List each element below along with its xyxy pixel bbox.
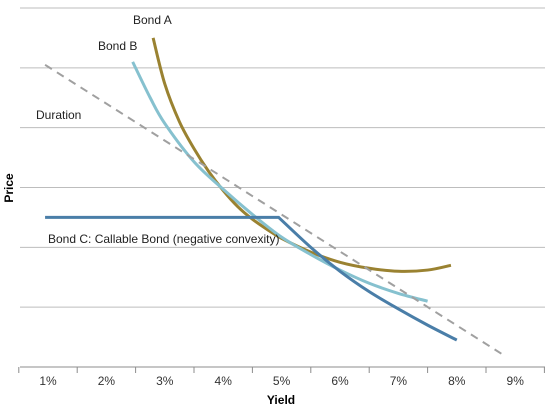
label-bond-c-callable-bond-negative-convexity: Bond C: Callable Bond (negative convexit… — [48, 232, 279, 246]
x-axis: 1% 2% 3% 4% 5% 6% 7% 8% 9% — [18, 366, 545, 388]
series-bond-b — [131, 61, 428, 303]
x-tick-label: 4% — [215, 374, 233, 388]
series-bond-a — [151, 37, 452, 273]
series-labels: Bond A Bond B Duration Bond C: Callable Bon… — [36, 13, 279, 246]
label-duration: Duration — [36, 108, 81, 122]
gridlines — [20, 7, 545, 308]
x-tick-label: 6% — [331, 374, 349, 388]
series-duration — [44, 63, 505, 356]
label-bond-b: Bond B — [98, 39, 137, 53]
x-axis-label: Yield — [267, 393, 295, 407]
x-tick-label: 2% — [98, 374, 116, 388]
series-bond-c-callable-bond-negative-convexity — [45, 215, 458, 342]
x-tick-label: 1% — [39, 374, 57, 388]
x-tick-label: 5% — [273, 374, 291, 388]
x-tick-label: 7% — [390, 374, 408, 388]
x-tick-label: 3% — [156, 374, 174, 388]
chart-series — [44, 37, 505, 356]
y-axis-label: Price — [2, 173, 16, 203]
x-tick-label: 8% — [448, 374, 466, 388]
label-bond-a: Bond A — [133, 13, 172, 27]
x-tick-label: 9% — [507, 374, 525, 388]
